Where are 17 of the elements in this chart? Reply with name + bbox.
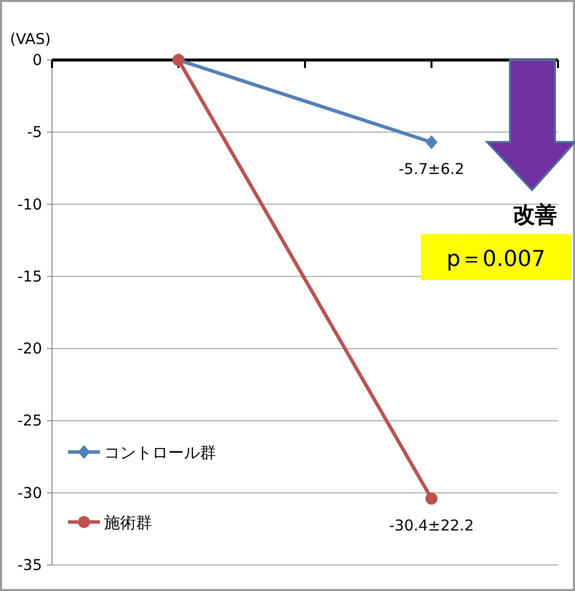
point	[426, 135, 438, 150]
legend-label: 施術群	[104, 513, 152, 532]
y-tick-label: -30	[18, 484, 42, 502]
y-tick-label: -25	[18, 412, 42, 430]
y-tick-label: -35	[18, 556, 42, 574]
point	[426, 492, 438, 505]
annotation: 改善	[513, 202, 557, 228]
y-tick-label: -5	[27, 123, 42, 142]
data-label: -5.7±6.2	[398, 160, 464, 178]
annotation: p＝0.007	[446, 247, 546, 272]
y-tick-label: -15	[18, 267, 42, 286]
y-tick-label: -20	[18, 340, 42, 358]
y-axis-title: (VAS)	[10, 30, 51, 48]
y-tick-label: -10	[18, 195, 42, 214]
data-label: -30.4±22.2	[389, 516, 474, 535]
legend-label: コントロール群	[104, 443, 216, 462]
y-tick-label: 0	[32, 51, 42, 69]
